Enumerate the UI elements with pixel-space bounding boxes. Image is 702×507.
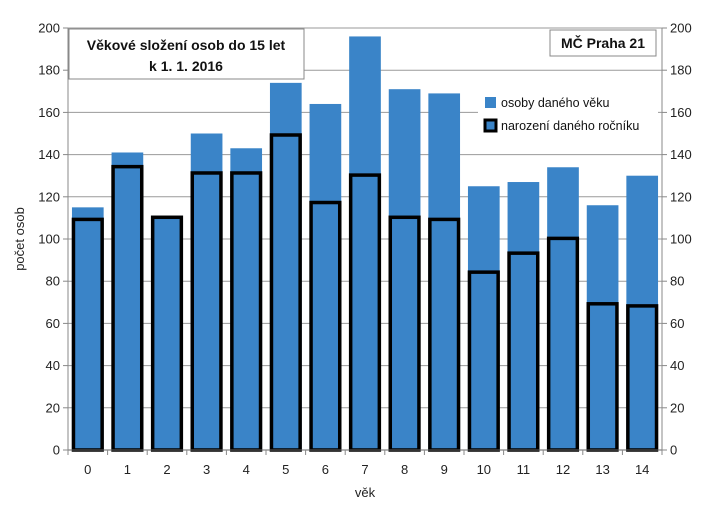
bar-narozeni-7	[348, 173, 382, 452]
right-tick-label: 160	[670, 105, 692, 120]
bar-narozeni-0	[71, 217, 104, 452]
x-ticks: 0 1 2 3 4 5 6 7 8 9 10 11 12 13 14	[67, 450, 663, 477]
x-tick-label: 0	[84, 462, 91, 477]
region-label: MČ Praha 21	[561, 34, 645, 51]
x-axis-title: věk	[355, 485, 376, 500]
bar-narozeni-8	[388, 215, 421, 452]
x-tick-label: 10	[477, 462, 491, 477]
left-tick-label: 180	[38, 63, 60, 78]
bar-narozeni-12	[546, 236, 580, 452]
bar-narozeni-10	[467, 270, 500, 452]
legend: osoby daného věku narození daného ročník…	[478, 89, 658, 139]
right-tick-label: 140	[670, 147, 692, 162]
left-tick-label: 160	[38, 105, 60, 120]
right-tick-label: 200	[670, 21, 692, 36]
x-tick-label: 4	[243, 462, 250, 477]
x-tick-label: 12	[556, 462, 570, 477]
left-tick-label: 200	[38, 21, 60, 36]
left-y-ticks: 0 20 40 60 80 100 120 140 160 180 200	[38, 21, 68, 458]
legend-label-outer: osoby daného věku	[501, 96, 609, 110]
legend-swatch-outer	[485, 97, 496, 108]
left-tick-label: 140	[38, 147, 60, 162]
x-tick-label: 11	[517, 462, 531, 477]
x-tick-label: 6	[322, 462, 329, 477]
title-box: Věkové složení osob do 15 let k 1. 1. 20…	[68, 28, 305, 80]
bar-narozeni-3	[190, 171, 223, 452]
right-tick-label: 80	[670, 274, 684, 289]
x-tick-label: 8	[401, 462, 408, 477]
right-tick-label: 180	[670, 63, 692, 78]
chart-title-line-1: Věkové složení osob do 15 let	[87, 37, 286, 53]
x-tick-label: 7	[361, 462, 368, 477]
left-tick-label: 120	[38, 189, 60, 204]
bar-narozeni-1	[111, 164, 144, 452]
bar-narozeni-4	[230, 171, 263, 452]
right-y-ticks: 0 20 40 60 80 100 120 140 160 180 200	[662, 21, 692, 458]
x-tick-label: 9	[441, 462, 448, 477]
x-tick-label: 3	[203, 462, 210, 477]
x-tick-label: 5	[282, 462, 289, 477]
legend-label-inner: narození daného ročníku	[501, 119, 639, 133]
left-tick-label: 0	[53, 443, 60, 458]
right-tick-label: 100	[670, 232, 692, 247]
left-tick-label: 100	[38, 232, 60, 247]
right-tick-label: 120	[670, 189, 692, 204]
x-tick-label: 2	[163, 462, 170, 477]
left-tick-label: 40	[46, 358, 60, 373]
legend-swatch-inner	[483, 118, 498, 133]
right-tick-label: 60	[670, 316, 684, 331]
right-tick-label: 20	[670, 400, 684, 415]
x-tick-label: 13	[595, 462, 609, 477]
left-tick-label: 20	[46, 400, 60, 415]
x-tick-label: 1	[124, 462, 131, 477]
bar-narozeni-5	[269, 133, 302, 452]
region-label-box: MČ Praha 21	[549, 29, 657, 57]
x-tick-label: 14	[635, 462, 649, 477]
left-tick-label: 80	[46, 274, 60, 289]
y-axis-title: počet osob	[12, 207, 27, 271]
bar-narozeni-6	[309, 200, 342, 452]
chart-title-line-2: k 1. 1. 2016	[149, 58, 223, 74]
right-tick-label: 40	[670, 358, 684, 373]
left-tick-label: 60	[46, 316, 60, 331]
bar-narozeni-14	[626, 304, 659, 452]
right-tick-label: 0	[670, 443, 677, 458]
bar-narozeni-2	[150, 215, 184, 452]
bar-narozeni-13	[586, 302, 619, 452]
bar-narozeni-11	[507, 251, 540, 452]
inner-bars	[71, 133, 659, 452]
bar-narozeni-9	[428, 217, 461, 452]
